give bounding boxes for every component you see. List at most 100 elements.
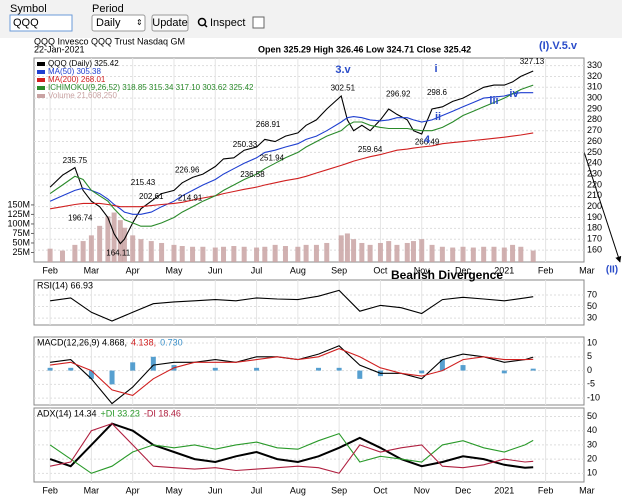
legend-entry: MA(50) 305.38: [48, 67, 101, 76]
bar: [190, 246, 196, 262]
inspect-label: Inspect: [210, 17, 245, 29]
bar: [481, 246, 487, 262]
y2-tick-label: 125M: [7, 209, 30, 219]
symbol-value[interactable]: QQQ: [13, 17, 39, 29]
bar: [212, 247, 218, 262]
price-label: 327.13: [520, 57, 545, 66]
price-label: 259.64: [358, 145, 383, 154]
y-tick-label: -5: [587, 379, 595, 389]
x-tick-label: Oct: [373, 485, 388, 495]
bar: [530, 368, 536, 371]
bar: [105, 216, 111, 262]
price-label: 250.33: [233, 140, 258, 149]
bar: [179, 246, 185, 262]
bar: [88, 370, 94, 379]
legend-entry: -DI 18.46: [144, 408, 181, 418]
bar: [148, 241, 154, 262]
bar: [315, 367, 321, 371]
bar: [324, 242, 330, 262]
bar: [88, 235, 94, 262]
header-name: QQQ Invesco QQQ Trust Nasdaq GM: [34, 36, 185, 46]
symbol-label: Symbol: [10, 3, 47, 15]
y-tick-label: 160: [587, 244, 602, 254]
bar: [121, 227, 127, 262]
x-tick-label: 2021: [494, 265, 514, 275]
bar: [272, 244, 278, 262]
bar: [150, 356, 156, 371]
y-tick-label: 310: [587, 82, 602, 92]
bar: [254, 247, 260, 262]
y-tick-label: 30: [587, 439, 597, 449]
bar: [351, 239, 357, 262]
bar: [171, 244, 177, 262]
annotation: i: [434, 63, 437, 75]
bar: [357, 370, 363, 379]
legend-swatch: [37, 70, 45, 74]
price-label: 296.92: [386, 90, 411, 99]
y-tick-label: 30: [587, 312, 597, 322]
update-text[interactable]: Update: [152, 17, 187, 29]
period-label: Period: [92, 3, 124, 15]
bar: [510, 244, 516, 262]
series-line: [49, 92, 534, 215]
y2-tick-label: 150M: [7, 199, 30, 209]
x-tick-label: Apr: [126, 485, 140, 495]
price-label: 235.75: [63, 156, 88, 165]
series-line: [50, 348, 534, 397]
price-label: 214.91: [178, 194, 203, 203]
bar: [138, 239, 144, 262]
period-value[interactable]: Daily: [96, 17, 121, 29]
select-arrow: ⇕: [136, 18, 143, 27]
x-tick-label: Mar: [579, 485, 595, 495]
bar: [295, 246, 301, 262]
bar: [367, 244, 373, 262]
x-tick-label: Dec: [455, 265, 472, 275]
bar: [241, 246, 247, 262]
bar: [59, 250, 65, 262]
annotation: (II): [606, 265, 618, 276]
annotation: 3.v: [335, 64, 351, 76]
legend-entry: QQQ (Daily) 325.42: [48, 59, 119, 68]
period-select[interactable]: [91, 14, 146, 32]
price-label: 298.6: [427, 88, 448, 97]
annotation: iii: [489, 95, 498, 107]
inspect-checkbox[interactable]: [252, 16, 265, 29]
symbol-input[interactable]: [9, 14, 73, 32]
bar: [109, 370, 115, 385]
y-tick-label: 250: [587, 147, 602, 157]
x-tick-label: Nov: [414, 485, 431, 495]
legend-entry: RSI(14) 66.93: [37, 280, 93, 290]
x-tick-label: Mar: [84, 265, 100, 275]
bar: [344, 233, 350, 262]
price-label: 236.58: [240, 170, 265, 179]
bar: [410, 241, 416, 262]
bar: [530, 250, 536, 262]
y-tick-label: 10: [587, 468, 597, 478]
bar: [47, 248, 53, 262]
x-tick-label: Jul: [251, 485, 263, 495]
y-tick-label: 290: [587, 103, 602, 113]
price-label: 268.91: [256, 120, 281, 129]
legend-swatch: [37, 94, 45, 98]
bar: [72, 244, 78, 262]
series-line: [50, 132, 534, 210]
bar: [377, 242, 383, 262]
bar: [80, 241, 86, 262]
annotation: (I).V.5.v: [539, 40, 578, 52]
y2-tick-label: 25M: [12, 247, 30, 257]
bar: [336, 367, 342, 371]
x-tick-label: Feb: [538, 265, 554, 275]
update-button[interactable]: [151, 14, 189, 32]
bar: [404, 242, 410, 262]
bar: [450, 247, 456, 262]
bar: [518, 246, 524, 262]
bar: [386, 241, 392, 262]
bar: [111, 212, 117, 262]
y-tick-label: 230: [587, 168, 602, 178]
y-tick-label: 200: [587, 201, 602, 211]
bar: [460, 246, 466, 262]
x-tick-label: Feb: [538, 485, 554, 495]
bar: [130, 235, 136, 262]
bar: [117, 220, 123, 262]
